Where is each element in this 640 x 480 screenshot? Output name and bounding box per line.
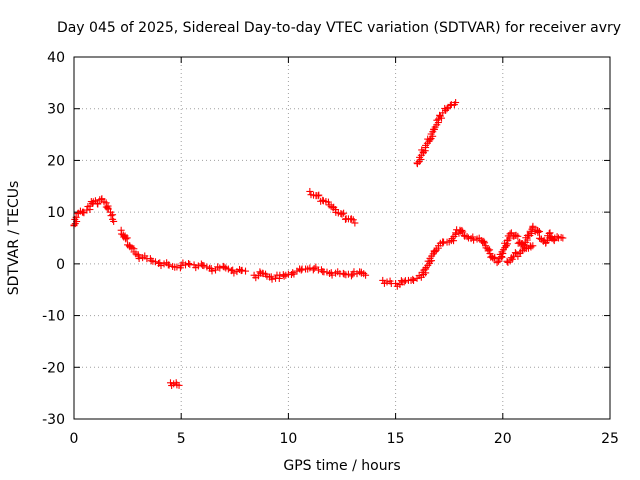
data-point [289,269,297,277]
y-tick-label: 20 [47,153,65,169]
data-point [123,234,131,242]
data-point [122,235,130,243]
data-point [529,242,537,250]
data-point [107,212,115,220]
data-point [349,216,357,224]
data-point [409,275,417,283]
data-point [535,228,543,236]
data-point [433,116,441,124]
y-tick-label: -10 [42,309,65,325]
chart-title: Day 045 of 2025, Sidereal Day-to-day VTE… [57,20,621,36]
data-point [110,217,118,225]
data-point [83,206,91,214]
data-point [319,196,327,204]
axis-ticks: 0 5 10 15 20 25 -30 -20 -10 0 10 20 30 40 [42,50,619,447]
data-point [230,269,238,277]
x-tick-label: 0 [70,431,79,447]
data-point [220,263,228,271]
data-point [443,105,451,113]
data-point [434,115,442,123]
data-points [70,99,567,390]
data-point [280,272,288,280]
data-point [185,260,193,268]
x-tick-label: 25 [601,431,619,447]
data-point [493,259,501,267]
data-point [553,233,561,241]
y-tick-label: 0 [56,257,65,273]
data-point [306,187,314,195]
y-tick-label: -30 [42,412,65,428]
plot-frame [73,56,611,420]
data-point [511,249,519,257]
data-point [200,262,208,270]
data-point [362,271,370,279]
y-tick-label: 10 [47,205,65,221]
data-point [135,255,143,263]
data-point [481,239,489,247]
x-tick-label: 20 [494,431,512,447]
data-point [94,200,102,208]
data-point [452,99,460,107]
x-axis-label: GPS time / hours [283,458,400,474]
data-point [165,261,173,269]
data-point [458,226,466,234]
data-point [338,210,346,218]
data-point [276,271,284,279]
data-point [157,262,165,270]
data-point [151,258,159,266]
data-point [470,236,478,244]
data-point [340,209,348,217]
data-point [297,266,305,274]
y-axis-label: SDTVAR / TECUs [6,181,22,296]
data-point [459,228,467,236]
y-tick-label: 30 [47,102,65,118]
data-point [534,228,542,236]
x-tick-label: 10 [279,431,297,447]
data-point [314,192,322,200]
data-point [351,219,359,227]
data-point [512,231,520,239]
data-point [559,234,567,242]
data-point [173,263,181,271]
data-point [508,255,516,263]
y-tick-label: -20 [42,360,65,376]
data-point [446,101,454,109]
data-point [208,267,216,275]
data-point [400,278,408,286]
data-point [347,272,355,280]
data-point [224,265,232,273]
y-tick-label: 40 [47,50,65,66]
data-point [242,267,250,275]
data-point [480,237,488,245]
x-tick-label: 15 [387,431,405,447]
data-point [383,278,391,286]
data-point [315,191,323,199]
data-point [216,264,224,272]
data-point [310,265,318,273]
data-point [439,239,447,247]
x-tick-label: 5 [177,431,186,447]
data-point [229,266,237,274]
data-point [529,222,537,230]
data-point [290,270,298,278]
data-point [175,381,183,389]
data-point [491,253,499,261]
data-point [469,233,477,241]
data-point [268,275,276,283]
data-point [499,250,507,258]
data-point [379,276,387,284]
data-point [238,266,246,274]
data-point [514,232,522,240]
